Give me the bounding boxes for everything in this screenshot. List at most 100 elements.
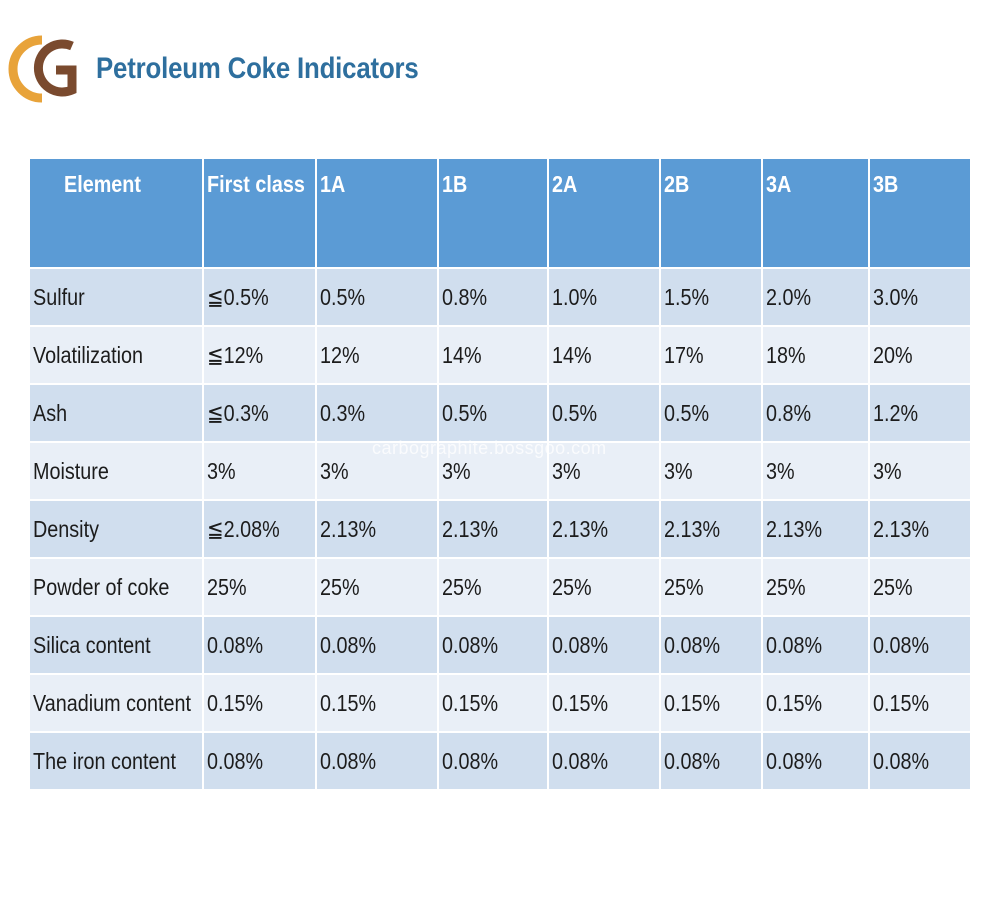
table-row: Moisture 3% 3% 3% 3% 3% 3% 3% [28,441,972,501]
column-header-label: First class [207,171,305,197]
cell-value: 0.15% [320,689,377,716]
value-cell: 2.13% [315,499,439,559]
cell-value: 0.08% [442,747,499,774]
value-cell: 3% [761,441,870,501]
column-header: 1A [315,157,439,269]
value-cell: 25% [659,557,763,617]
value-cell: 3.0% [868,267,972,327]
row-label: Ash [33,399,68,426]
row-label-cell: The iron content [28,731,204,791]
row-label-cell: Vanadium content [28,673,204,733]
value-cell: 0.15% [868,673,972,733]
value-cell: 3% [659,441,763,501]
value-cell: 0.08% [868,615,972,675]
value-cell: 12% [315,325,439,385]
value-cell: 0.08% [547,615,661,675]
row-label: Moisture [33,457,109,484]
cg-logo [8,35,77,103]
column-header-label: 1B [442,171,468,197]
column-header-label: 2A [552,171,578,197]
column-header: 2B [659,157,763,269]
cell-value: 0.8% [442,283,488,310]
cell-value: 0.08% [766,631,823,658]
value-cell: 2.13% [659,499,763,559]
watermark: carbographite.bossgoo.com [372,438,607,458]
logo-letter-g [33,39,77,97]
value-cell: 0.08% [437,731,549,791]
value-cell: 0.8% [761,383,870,443]
cell-value: 3% [664,457,693,484]
cell-value: ≦2.08% [207,515,280,542]
cell-value: 17% [664,341,704,368]
column-header-label: Element [64,171,141,197]
row-label: Density [33,515,99,542]
cell-value: 0.08% [873,747,930,774]
cell-value: 1.0% [552,283,598,310]
cell-value: 0.5% [664,399,710,426]
row-label-cell: Sulfur [28,267,204,327]
value-cell: 3% [315,441,439,501]
cell-value: 0.15% [873,689,930,716]
cell-value: 25% [766,573,806,600]
table-row: Volatilization ≦12% 12% 14% 14% 17% 18% 20% [28,325,972,385]
row-label: Vanadium content [33,689,191,716]
value-cell: 1.0% [547,267,661,327]
table-row: Sulfur ≦0.5% 0.5% 0.8% 1.0% 1.5% 2.0% 3.0% [28,267,972,327]
cell-value: 0.15% [664,689,721,716]
cell-value: 3% [442,457,471,484]
table-row: Vanadium content 0.15% 0.15% 0.15% 0.15% 0.15… [28,673,972,733]
row-label-cell: Silica content [28,615,204,675]
value-cell: 25% [547,557,661,617]
table-row: Powder of coke 25% 25% 25% 25% 25% 25% 25% [28,557,972,617]
column-header-label: 3B [873,171,899,197]
value-cell: 0.15% [547,673,661,733]
value-cell: 0.15% [761,673,870,733]
value-cell: 3% [547,441,661,501]
value-cell: 0.15% [315,673,439,733]
cell-value: 2.0% [766,283,812,310]
cell-value: 0.08% [664,747,721,774]
cell-value: 2.13% [442,515,499,542]
cell-value: ≦0.3% [207,399,269,426]
column-header: 3A [761,157,870,269]
row-label: Powder of coke [33,573,170,600]
row-label: The iron content [33,747,176,774]
value-cell: ≦12% [202,325,317,385]
column-header-label: 2B [664,171,690,197]
cell-value: 3.0% [873,283,919,310]
table-body: Sulfur ≦0.5% 0.5% 0.8% 1.0% 1.5% 2.0% 3.0% Volat… [28,267,972,791]
value-cell: 0.08% [761,731,870,791]
value-cell: 0.08% [315,615,439,675]
cell-value: 25% [320,573,360,600]
row-label: Volatilization [33,341,143,368]
cell-value: 12% [320,341,360,368]
cell-value: 25% [207,573,247,600]
value-cell: 25% [315,557,439,617]
row-label-cell: Powder of coke [28,557,204,617]
cell-value: 0.08% [552,747,609,774]
column-header: 2A [547,157,661,269]
cell-value: 0.08% [766,747,823,774]
cell-value: 3% [320,457,349,484]
page-title: Petroleum Coke Indicators [96,52,419,85]
cell-value: 2.13% [873,515,930,542]
table-row: Silica content 0.08% 0.08% 0.08% 0.08% 0.08% 0… [28,615,972,675]
value-cell: 18% [761,325,870,385]
cell-value: 0.08% [664,631,721,658]
value-cell: 2.13% [868,499,972,559]
column-header: 1B [437,157,549,269]
column-header-label: 1A [320,171,346,197]
cell-value: 0.08% [207,631,264,658]
row-label-cell: Volatilization [28,325,204,385]
value-cell: 0.08% [659,615,763,675]
value-cell: 3% [202,441,317,501]
cell-value: 25% [442,573,482,600]
table-header-row: Element First class 1A 1B 2A 2B 3A 3B [28,157,972,269]
table-row: Ash ≦0.3% 0.3% 0.5% 0.5% 0.5% 0.8% 1.2% [28,383,972,443]
cell-value: 0.08% [442,631,499,658]
cell-value: 3% [207,457,236,484]
cell-value: 0.15% [552,689,609,716]
value-cell: 1.5% [659,267,763,327]
logo-letter-c [8,35,43,103]
value-cell: 0.15% [202,673,317,733]
